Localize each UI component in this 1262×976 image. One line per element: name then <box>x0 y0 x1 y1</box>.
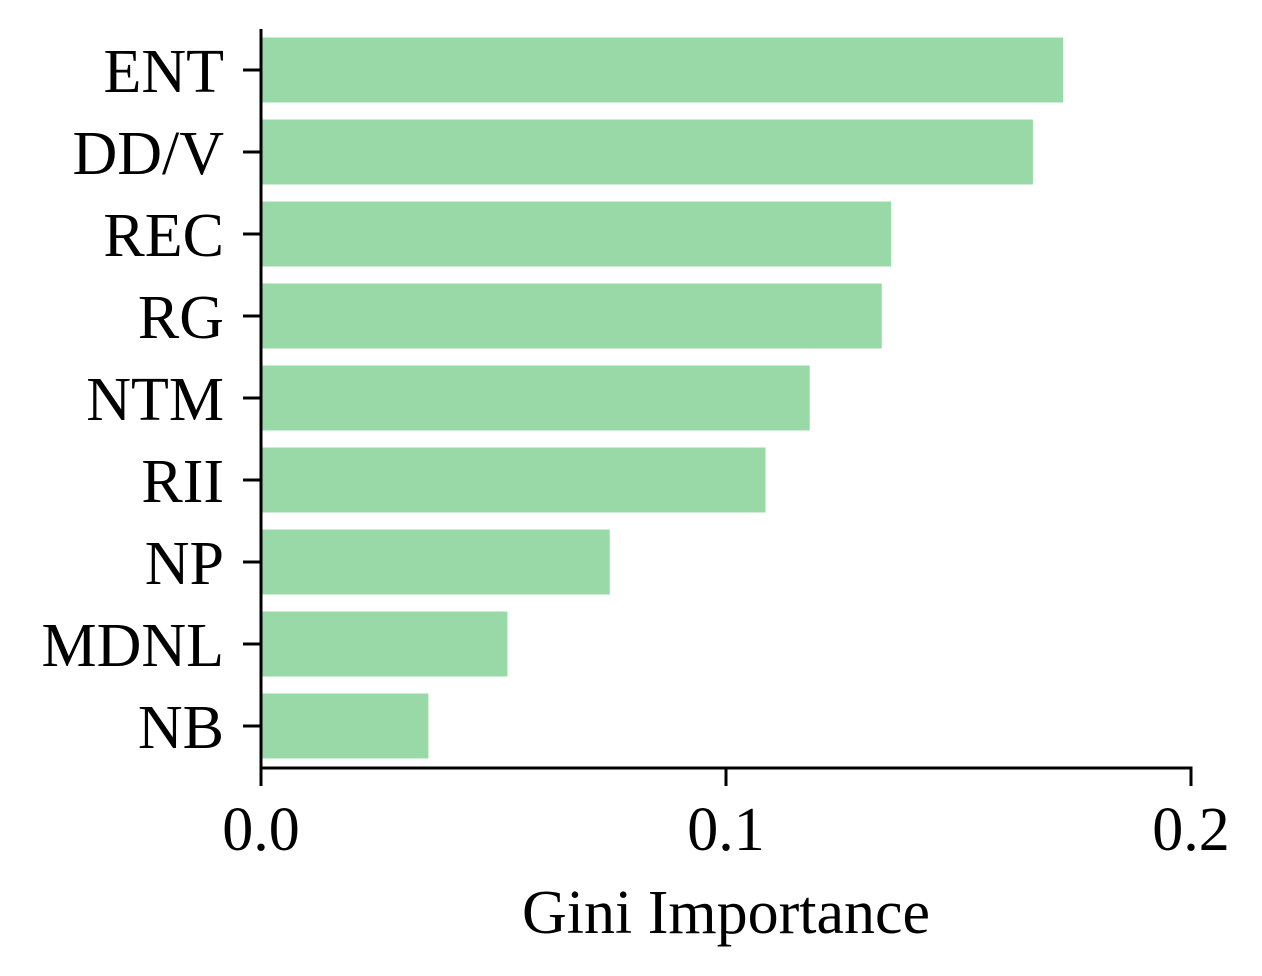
category-label-rii: RII <box>141 448 224 516</box>
y-axis-ticks <box>243 68 261 728</box>
bar-dd-v <box>261 119 1033 185</box>
x-tick-label-0-1: 0.1 <box>687 796 765 864</box>
bar-np <box>261 529 610 595</box>
x-axis-title: Gini Importance <box>522 879 930 947</box>
x-axis-ticks <box>259 768 1193 786</box>
category-label-ent: ENT <box>103 38 224 106</box>
category-label-ntm: NTM <box>86 366 224 434</box>
bar-rg <box>261 283 882 349</box>
category-labels: ENT DD/V REC RG NTM RII NP MDNL NB <box>41 38 224 762</box>
x-tick-label-0-2: 0.2 <box>1152 796 1230 864</box>
category-label-rec: REC <box>103 202 224 270</box>
bar-mdnl <box>261 611 508 677</box>
bar-rii <box>261 447 766 513</box>
category-label-mdnl: MDNL <box>41 612 224 680</box>
x-tick-label-0-0: 0.0 <box>222 796 300 864</box>
bar-ntm <box>261 365 810 431</box>
category-label-dd-v: DD/V <box>72 120 224 188</box>
bars-group <box>261 37 1064 759</box>
category-label-nb: NB <box>138 694 224 762</box>
category-label-rg: RG <box>138 284 224 352</box>
bar-nb <box>261 693 429 759</box>
bar-rec <box>261 201 892 267</box>
bar-ent <box>261 37 1064 103</box>
category-label-np: NP <box>145 530 224 598</box>
x-axis-tick-labels: 0.0 0.1 0.2 <box>222 796 1230 864</box>
